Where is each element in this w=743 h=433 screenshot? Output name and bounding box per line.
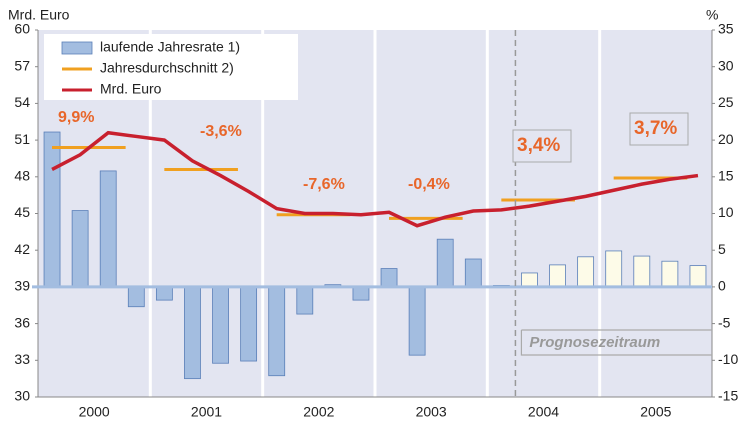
y-tick-label: 60 bbox=[14, 21, 30, 37]
y-tick-label: 33 bbox=[14, 351, 30, 367]
y-tick-label: 57 bbox=[14, 57, 30, 73]
y2-tick-label: 15 bbox=[718, 168, 734, 184]
bar bbox=[661, 260, 679, 288]
x-tick-label: 2001 bbox=[191, 404, 222, 420]
annotation: -0,4% bbox=[408, 176, 450, 193]
bar bbox=[296, 286, 314, 315]
bar bbox=[689, 265, 707, 288]
y2-axis-title: % bbox=[706, 7, 718, 23]
y-axis-title: Mrd. Euro bbox=[8, 7, 70, 23]
y-tick-label: 45 bbox=[14, 204, 30, 220]
x-tick-label: 2003 bbox=[416, 404, 447, 420]
annotation-box bbox=[629, 112, 689, 146]
bar bbox=[352, 286, 370, 301]
bar bbox=[380, 268, 398, 288]
legend-label: laufende Jahresrate 1) bbox=[100, 39, 240, 55]
y2-tick-label: 25 bbox=[718, 94, 734, 110]
x-tick-label: 2002 bbox=[303, 404, 334, 420]
bar bbox=[43, 131, 61, 288]
bar bbox=[268, 286, 286, 377]
bar bbox=[577, 256, 595, 288]
bar bbox=[184, 286, 201, 380]
y-tick-label: 48 bbox=[14, 168, 30, 184]
legend-swatch bbox=[61, 41, 93, 55]
bar bbox=[633, 255, 651, 288]
bar bbox=[605, 250, 623, 288]
bar bbox=[71, 210, 89, 288]
bar bbox=[464, 258, 482, 288]
y-tick-label: 30 bbox=[14, 388, 30, 404]
y-tick-label: 42 bbox=[14, 241, 30, 257]
y2-tick-label: 0 bbox=[718, 278, 726, 294]
y2-tick-label: 35 bbox=[718, 21, 734, 37]
annotation: 3,7% bbox=[634, 118, 677, 139]
y2-tick-label: 5 bbox=[718, 241, 726, 257]
y2-tick-label: 20 bbox=[718, 131, 734, 147]
annotation: 9,9% bbox=[58, 109, 94, 126]
bar bbox=[212, 286, 229, 364]
bar bbox=[549, 264, 566, 288]
x-tick-label: 2004 bbox=[528, 404, 559, 420]
y-tick-label: 36 bbox=[14, 314, 30, 330]
bar bbox=[521, 272, 538, 288]
y2-tick-label: -10 bbox=[718, 351, 738, 367]
forecast-label: Prognosezeitraum bbox=[529, 334, 660, 351]
bar bbox=[408, 286, 426, 356]
y2-tick-label: 30 bbox=[718, 57, 734, 73]
bar bbox=[436, 238, 454, 288]
y-tick-label: 51 bbox=[14, 131, 30, 147]
annotation: -3,6% bbox=[200, 123, 242, 140]
y-tick-label: 54 bbox=[14, 94, 30, 110]
y-tick-label: 39 bbox=[14, 278, 30, 294]
annotation: -7,6% bbox=[303, 176, 345, 193]
legend-label: Jahresdurchschnitt 2) bbox=[100, 60, 234, 76]
bar bbox=[155, 286, 173, 301]
y2-tick-label: -15 bbox=[718, 388, 738, 404]
annotation: 3,4% bbox=[517, 135, 560, 156]
legend-label: Mrd. Euro bbox=[100, 81, 162, 97]
y2-tick-label: -5 bbox=[718, 314, 731, 330]
bar bbox=[240, 286, 258, 362]
bar bbox=[99, 170, 117, 288]
line-series bbox=[51, 130, 699, 228]
annotation-box bbox=[512, 129, 572, 163]
x-tick-label: 2005 bbox=[640, 404, 671, 420]
bar bbox=[127, 286, 145, 308]
x-tick-label: 2000 bbox=[79, 404, 110, 420]
y2-tick-label: 10 bbox=[718, 204, 734, 220]
forecast-bracket bbox=[520, 330, 712, 356]
